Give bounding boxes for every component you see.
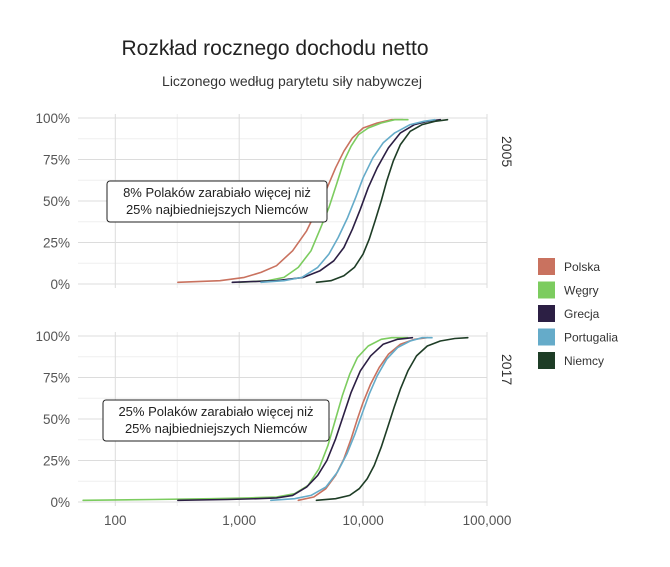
panel-2005: 0% 25% 50% 75% 100% 8% Polaków zarabiało więc… bbox=[35, 111, 515, 292]
y-tick-label: 25% bbox=[43, 236, 70, 251]
series-line-niemcy bbox=[315, 118, 449, 284]
legend-label-węgry: Węgry bbox=[564, 284, 599, 298]
series-line-portugalia bbox=[270, 336, 433, 502]
legend-swatch-węgry bbox=[538, 281, 555, 299]
y-tick-label: 50% bbox=[43, 194, 70, 209]
x-axis: 100 1,000 10,000 100,000 bbox=[104, 513, 511, 528]
chart-title: Rozkład rocznego dochodu netto bbox=[121, 37, 428, 60]
y-tick-label: 100% bbox=[35, 111, 70, 126]
series-line-węgry bbox=[82, 336, 409, 502]
series-line-węgry bbox=[238, 118, 409, 284]
chart-panels: 0% 25% 50% 75% 100% 8% Polaków zarabiało więc… bbox=[35, 111, 515, 510]
annotation-box bbox=[106, 180, 328, 223]
x-tick-label: 1,000 bbox=[222, 513, 256, 528]
chart-subtitle: Liczonego według parytetu siły nabywczej bbox=[162, 73, 422, 89]
x-tick-label: 100,000 bbox=[463, 513, 512, 528]
y-tick-label: 100% bbox=[35, 329, 70, 344]
chart-legend: Polska Węgry Grecja Portugalia Niemcy bbox=[538, 258, 618, 369]
y-tick-label: 0% bbox=[50, 277, 70, 292]
series-line-grecja bbox=[177, 336, 414, 502]
y-tick-label: 75% bbox=[43, 153, 70, 168]
legend-swatch-polska bbox=[538, 258, 555, 275]
panel-strip-label: 2017 bbox=[499, 354, 515, 385]
annotation-text: 25% Polaków zarabiało więcej niż bbox=[118, 404, 313, 419]
y-tick-label: 50% bbox=[43, 412, 70, 427]
y-tick-label: 75% bbox=[43, 371, 70, 386]
x-tick-label: 100 bbox=[104, 513, 127, 528]
legend-swatch-niemcy bbox=[538, 352, 555, 369]
series-line-niemcy bbox=[315, 336, 469, 502]
panel-strip-label: 2005 bbox=[499, 136, 515, 167]
legend-swatch-grecja bbox=[538, 305, 555, 322]
series-line-polska bbox=[297, 336, 429, 502]
series-line-grecja bbox=[231, 118, 442, 284]
legend-swatch-portugalia bbox=[538, 328, 555, 346]
x-tick-label: 10,000 bbox=[342, 513, 383, 528]
annotation-box bbox=[102, 399, 330, 442]
annotation-text: 8% Polaków zarabiało więcej niż bbox=[123, 185, 311, 200]
annotation-text: 25% najbiedniejszych Niemców bbox=[125, 421, 308, 436]
y-tick-label: 0% bbox=[50, 495, 70, 510]
legend-label-grecja: Grecja bbox=[564, 307, 600, 321]
series-line-portugalia bbox=[260, 118, 436, 284]
panel-2017: 0% 25% 50% 75% 100% 25% Polaków zarabiało wię… bbox=[35, 329, 515, 510]
legend-label-polska: Polska bbox=[564, 260, 600, 274]
legend-label-portugalia: Portugalia bbox=[564, 331, 618, 345]
legend-label-niemcy: Niemcy bbox=[564, 354, 604, 368]
annotation-text: 25% najbiedniejszych Niemców bbox=[126, 202, 309, 217]
y-tick-label: 25% bbox=[43, 454, 70, 469]
